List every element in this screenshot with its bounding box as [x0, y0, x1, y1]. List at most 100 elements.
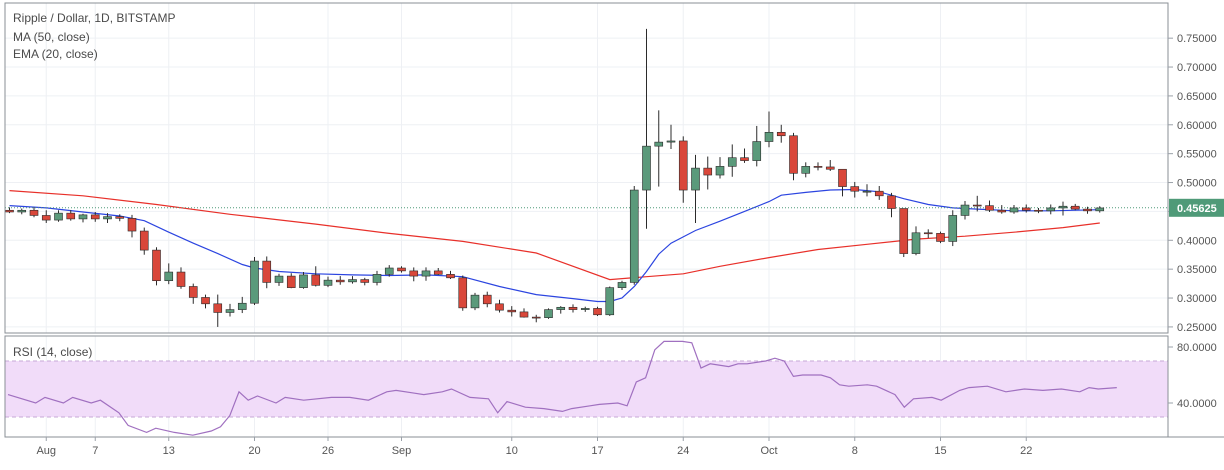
candle-body	[972, 204, 982, 207]
candle	[29, 207, 39, 218]
candle	[654, 110, 664, 187]
candle-body	[715, 166, 725, 176]
candle-body	[887, 195, 896, 209]
candle	[703, 156, 713, 190]
rsi-tick-label: 40.0000	[1177, 398, 1217, 410]
candle-body	[372, 274, 382, 283]
candle	[409, 267, 419, 282]
candle	[1034, 207, 1043, 214]
candle	[237, 296, 247, 314]
candle-body	[727, 157, 737, 167]
last-price-badge	[1169, 198, 1224, 217]
candle-body	[617, 282, 627, 288]
date-tick-label: 8	[852, 445, 858, 457]
candle	[605, 286, 615, 316]
candle-body	[311, 274, 321, 286]
candle-body	[1021, 207, 1031, 211]
candle	[152, 247, 161, 286]
candle-body	[666, 140, 676, 143]
candle	[78, 213, 88, 223]
candle	[433, 268, 443, 275]
candle	[54, 210, 63, 222]
candle-body	[274, 275, 284, 283]
ema-legend: EMA (20, close)	[13, 47, 98, 61]
candle	[666, 124, 676, 150]
candle	[801, 162, 811, 178]
candle-body	[703, 167, 713, 176]
candle	[250, 257, 259, 305]
candle-body	[899, 208, 909, 254]
candle	[360, 277, 370, 286]
candle-body	[605, 287, 615, 316]
candle-body	[776, 131, 786, 137]
candle	[531, 314, 541, 323]
candle-body	[1083, 208, 1092, 212]
candle-body	[5, 209, 14, 213]
candle	[593, 306, 602, 316]
candle-body	[556, 306, 566, 310]
candle	[985, 200, 994, 212]
candle	[470, 292, 480, 311]
price-tick-label: 0.55000	[1177, 149, 1217, 161]
candle-body	[262, 260, 272, 283]
candle-body	[531, 316, 541, 319]
price-tick-label: 0.30000	[1177, 293, 1217, 305]
candle-body	[801, 166, 811, 174]
candle	[789, 132, 798, 181]
candle-body	[164, 271, 174, 282]
candle-body	[862, 190, 872, 193]
candle	[335, 276, 345, 285]
price-tick-label: 0.25000	[1177, 322, 1217, 334]
candle-body	[985, 205, 994, 211]
candle	[899, 208, 909, 258]
candle-body	[29, 209, 39, 216]
candle	[127, 214, 137, 238]
candle	[262, 256, 272, 289]
date-tick-label: 24	[677, 445, 689, 457]
candle-body	[66, 212, 76, 220]
candle-body	[593, 308, 602, 316]
price-tick-label: 0.75000	[1177, 33, 1217, 45]
candle	[948, 210, 958, 247]
candle-body	[752, 141, 762, 161]
candle-body	[813, 166, 823, 168]
candle-body	[764, 131, 774, 142]
candle	[164, 263, 174, 285]
price-tick-label: 0.40000	[1177, 235, 1217, 247]
date-tick-label: 20	[248, 445, 260, 457]
candle	[1046, 204, 1056, 215]
candle-body	[152, 249, 161, 282]
candle	[421, 267, 431, 281]
candle	[923, 229, 933, 238]
candle	[103, 213, 112, 223]
date-tick-label: Sep	[392, 445, 412, 457]
candle-body	[397, 267, 406, 272]
candle-body	[740, 157, 749, 161]
candle-body	[127, 218, 137, 232]
candle-body	[629, 189, 639, 283]
candle-body	[960, 204, 970, 216]
candle	[642, 28, 651, 229]
candle	[507, 306, 517, 317]
candle	[825, 160, 835, 171]
date-tick-label: 26	[322, 445, 334, 457]
candle	[274, 273, 284, 286]
candle-body	[41, 215, 51, 221]
candle	[188, 283, 198, 304]
candle	[384, 265, 394, 277]
candle	[544, 308, 553, 319]
candle	[311, 266, 321, 287]
candle	[286, 273, 296, 289]
candle	[17, 208, 27, 215]
candle	[482, 291, 492, 308]
rsi-layer	[7, 340, 1117, 436]
price-tick-label: 0.70000	[1177, 62, 1217, 74]
price-tick-label: 0.35000	[1177, 264, 1217, 276]
date-tick-label: 13	[163, 445, 175, 457]
candle-body	[519, 311, 529, 318]
date-tick-label: 10	[506, 445, 518, 457]
candle-body	[299, 274, 308, 288]
candle	[201, 294, 210, 309]
candle-body	[384, 267, 394, 275]
